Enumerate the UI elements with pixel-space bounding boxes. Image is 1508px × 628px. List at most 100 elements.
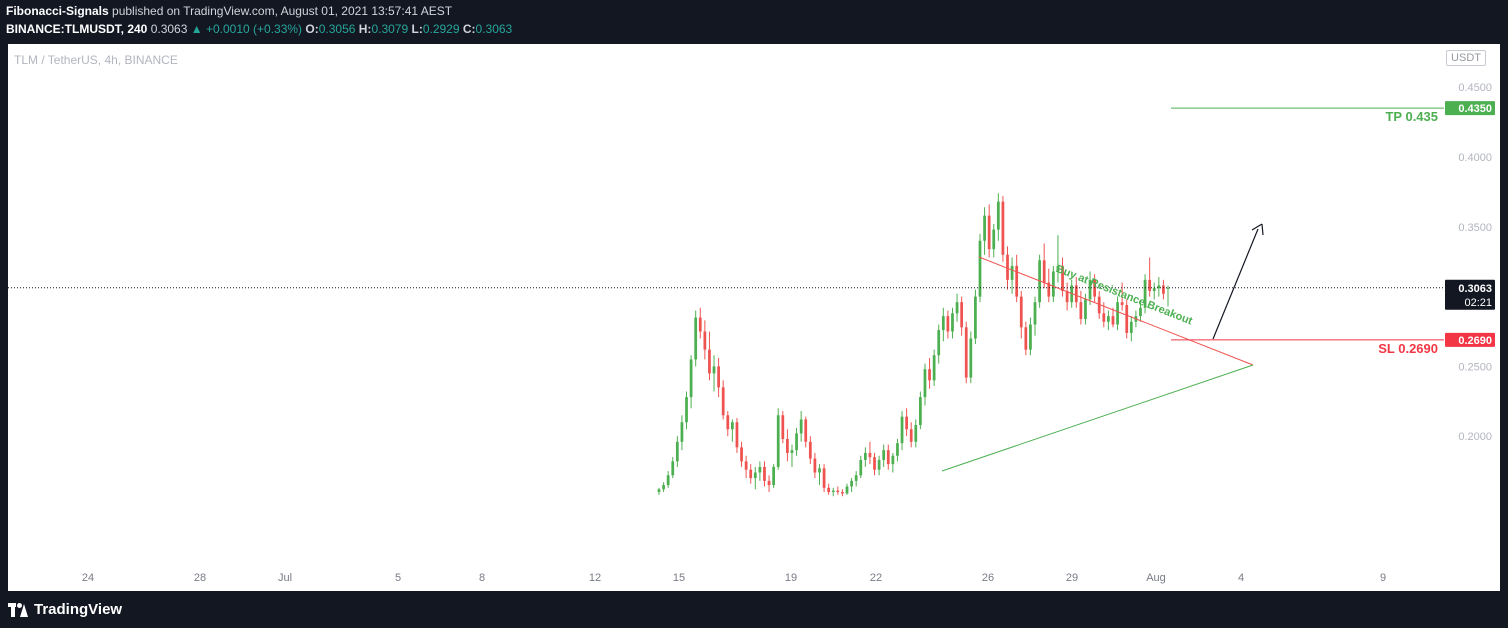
candle-body	[964, 327, 968, 378]
candle-body	[703, 331, 707, 350]
tradingview-logo-icon	[8, 602, 28, 617]
candle-body	[873, 457, 876, 470]
candle-body	[726, 415, 730, 430]
price-change: ▲ +0.0010 (+0.33%)	[190, 22, 303, 36]
candle-body	[1061, 265, 1064, 292]
candle-body	[1084, 299, 1087, 319]
candle-body	[992, 229, 996, 250]
x-tick-label: 15	[673, 572, 685, 584]
candle-body	[1088, 279, 1092, 300]
candle-body	[1116, 302, 1119, 325]
candle-body	[909, 429, 913, 442]
candle-body	[689, 359, 693, 398]
candle-body	[721, 387, 725, 416]
candle-body	[859, 459, 863, 476]
candle-body	[983, 215, 986, 241]
symbol-ohlc-line: BINANCE:TLMUSDT, 240 0.3063 ▲ +0.0010 (+…	[6, 22, 512, 36]
candle-body	[1157, 285, 1161, 289]
tradingview-logo-text: TradingView	[34, 601, 123, 618]
candle-body	[836, 490, 840, 493]
bar-countdown-label: 02:21	[1464, 297, 1492, 309]
candle-body	[850, 480, 853, 487]
high-value: 0.3079	[371, 22, 409, 36]
x-tick-label: 9	[1380, 572, 1386, 584]
candle-body	[675, 441, 679, 462]
candle-body	[1097, 296, 1101, 314]
x-tick-label: 22	[870, 572, 882, 584]
candle-body	[974, 296, 977, 339]
published-text: published on TradingView.com, August 01,…	[112, 4, 453, 18]
candle-body	[680, 422, 684, 442]
candle-body	[708, 349, 711, 374]
candle-body	[854, 475, 858, 481]
open-label: O:	[305, 22, 319, 36]
tradingview-logo[interactable]: TradingView	[8, 601, 122, 618]
footer: TradingView	[0, 591, 1508, 628]
candle-body	[932, 355, 936, 381]
current-price-axis-tag	[1445, 279, 1495, 310]
candle-body	[891, 455, 895, 465]
y-tick-label: 0.3500	[1458, 222, 1492, 234]
support-trendline	[941, 364, 1254, 472]
candle-body	[740, 447, 743, 462]
candle-body	[841, 492, 844, 494]
x-tick-label: 4	[1238, 572, 1244, 584]
stop-loss-label: SL 0.2690	[1378, 341, 1438, 356]
candle-body	[1111, 316, 1115, 325]
candle-body	[781, 415, 785, 439]
x-tick-label: 24	[82, 572, 94, 584]
candle-body	[795, 433, 798, 451]
x-tick-label: 29	[1066, 572, 1078, 584]
chart-area[interactable]: TLM / TetherUS, 4h, BINANCE USDT 0.2000 0…	[8, 44, 1500, 591]
candle-body	[1139, 307, 1142, 317]
publisher-name[interactable]: Fibonacci-Signals	[6, 4, 109, 18]
candle-body	[831, 490, 835, 493]
candle-body	[1001, 201, 1005, 255]
candle-body	[951, 313, 954, 332]
candle-body	[946, 316, 950, 332]
candle-body	[1056, 265, 1060, 272]
chart-svg[interactable]: 0.20000.25000.30000.35000.40000.45000.50…	[8, 44, 1500, 591]
candle-body	[657, 489, 661, 493]
candle-body	[698, 317, 702, 332]
candle-body	[919, 397, 922, 426]
x-tick-label: 26	[982, 572, 994, 584]
last-price: 0.3063	[150, 22, 188, 36]
candle-body	[735, 422, 739, 448]
candle-body	[941, 316, 945, 331]
stop-loss-axis-tag	[1445, 332, 1495, 347]
candle-body	[1107, 316, 1110, 322]
candle-body	[1024, 327, 1028, 350]
candle-body	[937, 330, 941, 356]
candle-body	[914, 425, 918, 442]
x-tick-label: Aug	[1146, 572, 1166, 584]
candle-body	[900, 416, 904, 444]
y-tick-label: 0.2000	[1458, 431, 1492, 443]
candle-body	[767, 480, 771, 486]
x-tick-label: 19	[785, 572, 797, 584]
candle-body	[987, 215, 991, 250]
candle-body	[978, 240, 982, 297]
currency-button[interactable]: USDT	[1446, 50, 1486, 66]
candle-body	[960, 302, 964, 328]
candle-body	[1162, 285, 1165, 294]
x-tick-label: 8	[479, 572, 485, 584]
candle-body	[877, 459, 881, 470]
candle-body	[955, 302, 959, 314]
candle-body	[1074, 285, 1078, 303]
candle-body	[753, 472, 757, 479]
candle-body	[1010, 265, 1014, 280]
candle-body	[1019, 296, 1023, 328]
breakout-arrow-shaft	[1212, 228, 1259, 340]
x-tick-label: 28	[194, 572, 206, 584]
candle-body	[1102, 313, 1106, 322]
candle-body	[717, 366, 720, 388]
candle-body	[790, 450, 794, 453]
candle-body	[1125, 304, 1129, 333]
low-label: L:	[411, 22, 423, 36]
candle-body	[694, 317, 698, 360]
take-profit-axis-tag	[1445, 101, 1495, 116]
candle-body	[923, 369, 927, 398]
stop-loss-axis-label: 0.2690	[1458, 335, 1492, 347]
candle-body	[863, 452, 867, 460]
